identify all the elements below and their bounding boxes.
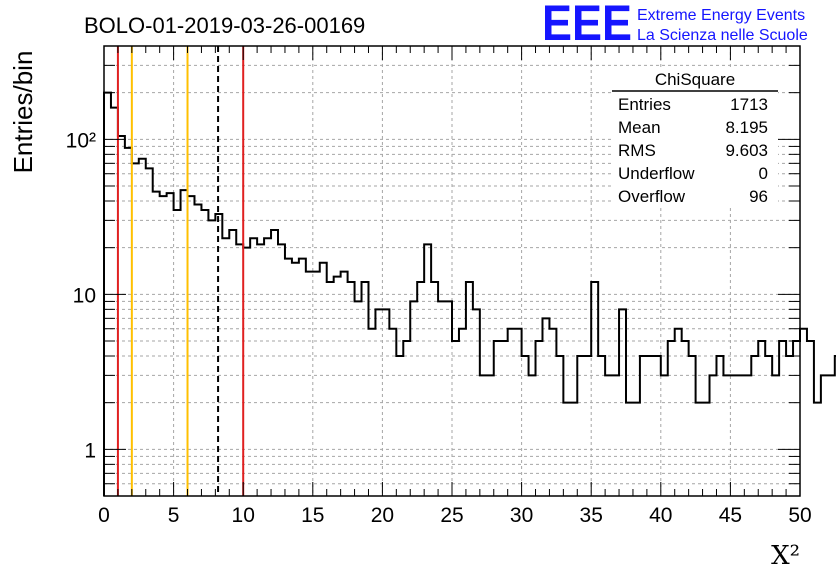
marker-lines: [116, 46, 245, 496]
x-tick-label: 5: [168, 504, 180, 527]
x-tick-label: 25: [440, 504, 463, 527]
histogram-title: BOLO-01-2019-03-26-00169: [84, 13, 365, 38]
stats-value: 0: [759, 164, 768, 183]
stats-label: RMS: [618, 141, 656, 160]
logo-line-2: La Scienza nelle Scuole: [637, 27, 808, 44]
stats-value: 1713: [730, 95, 768, 114]
histogram-bars: [103, 91, 836, 496]
y-axis-title: Entries/bin: [8, 51, 38, 174]
eee-logo: EEE Extreme Energy Events La Scienza nel…: [542, 0, 808, 51]
stats-label: Underflow: [618, 164, 695, 183]
x-tick-label: 50: [788, 504, 811, 527]
stats-box: ChiSquare Entries 1713 Mean 8.195 RMS 9.603 Un…: [612, 68, 778, 208]
x-tick-label: 30: [510, 504, 533, 527]
x-axis-title: X²: [771, 541, 800, 571]
x-tick-label: 0: [98, 504, 110, 527]
x-tick-label: 20: [371, 504, 394, 527]
axis-ticks: 0 5 10 15 20 25 30 35 40 45 50 1 10 10²: [66, 45, 812, 527]
y-tick-label: 1: [84, 439, 96, 462]
stats-value: 8.195: [725, 118, 768, 137]
stats-value: 96: [749, 187, 768, 206]
stats-name: ChiSquare: [655, 70, 735, 89]
y-tick-label: 10²: [66, 129, 96, 152]
stats-label: Mean: [618, 118, 661, 137]
x-tick-label: 45: [719, 504, 742, 527]
stats-label: Overflow: [618, 187, 686, 206]
logo-line-1: Extreme Energy Events: [637, 7, 805, 24]
stats-label: Entries: [618, 95, 671, 114]
x-tick-label: 15: [301, 504, 324, 527]
stats-value: 9.603: [725, 141, 768, 160]
y-tick-label: 10: [73, 284, 96, 307]
histogram-outline: [103, 91, 836, 496]
x-tick-label: 35: [580, 504, 603, 527]
logo-mark: EEE: [542, 0, 632, 51]
x-tick-label: 40: [649, 504, 672, 527]
x-tick-label: 10: [232, 504, 255, 527]
